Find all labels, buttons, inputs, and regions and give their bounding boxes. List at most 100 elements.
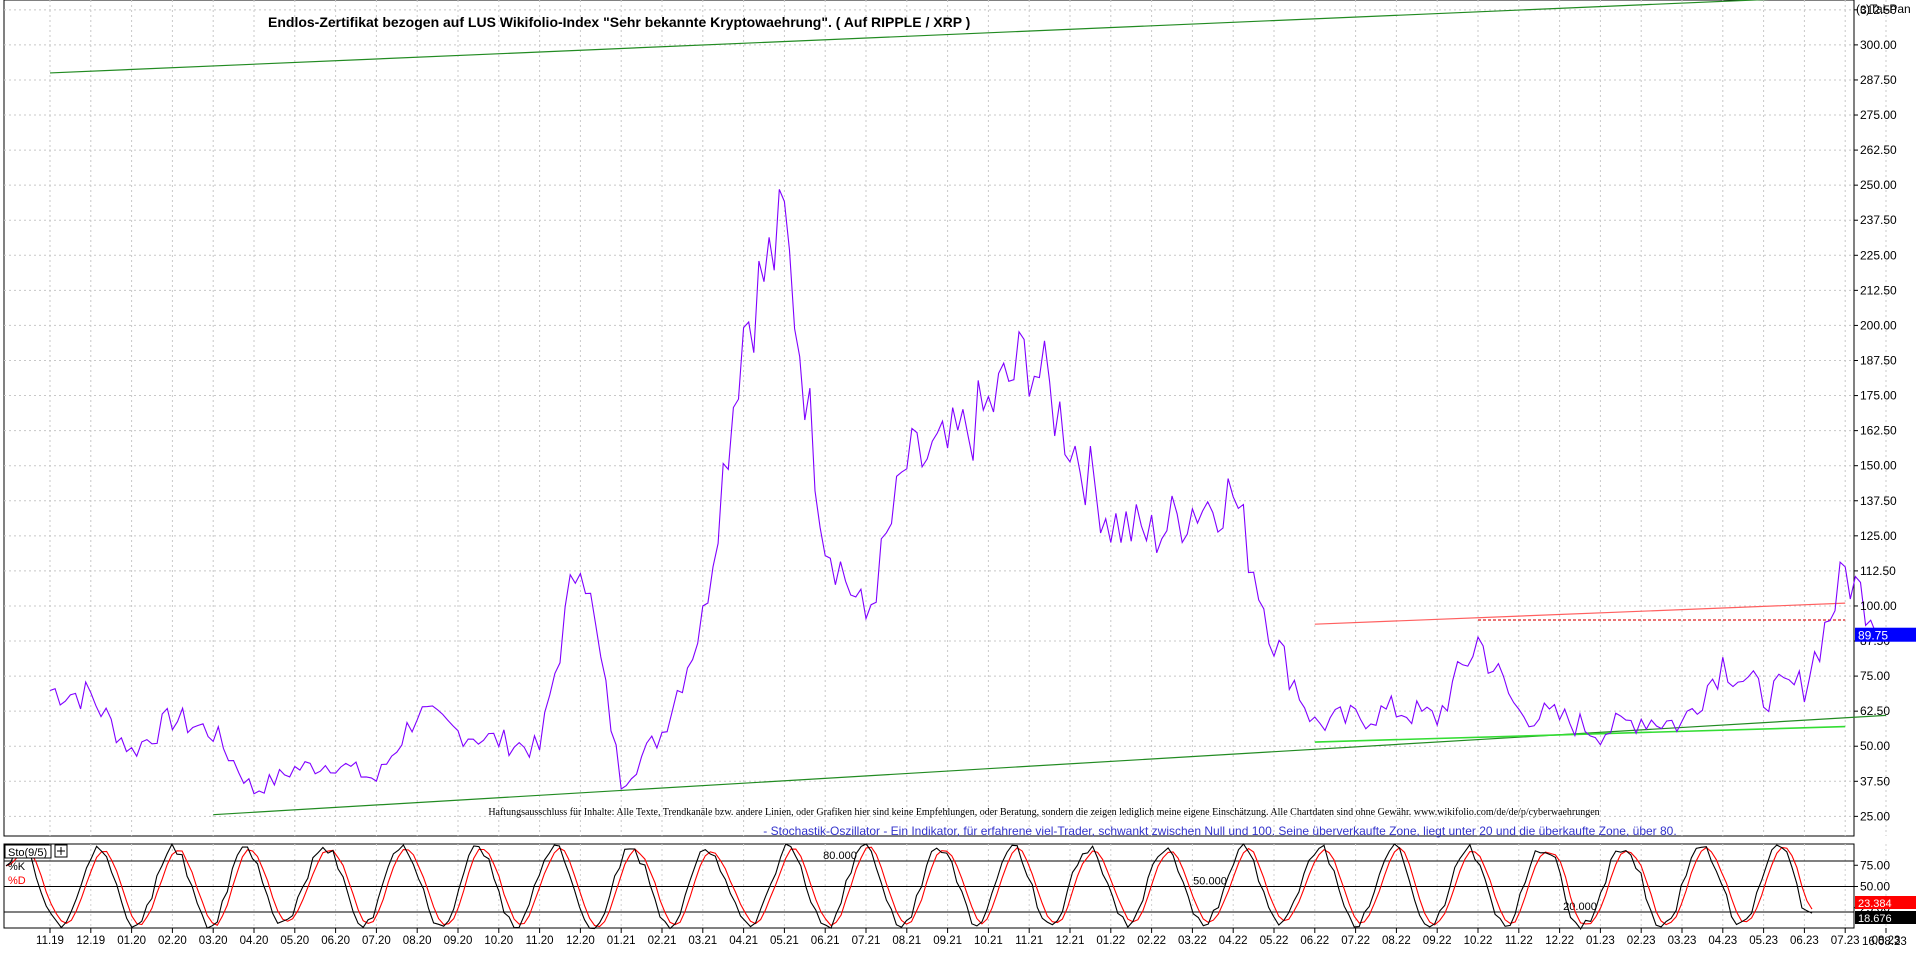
y-tick-label: 187.50 — [1860, 353, 1897, 367]
y-tick-label: 175.00 — [1860, 389, 1897, 403]
y-tick-label: 262.50 — [1860, 143, 1897, 157]
x-tick-label: 07.20 — [362, 935, 391, 947]
y-tick-label: 200.00 — [1860, 318, 1897, 332]
y-tick-label: 162.50 — [1860, 424, 1897, 438]
y-tick-label: 250.00 — [1860, 178, 1897, 192]
x-tick-label: 04.21 — [729, 935, 758, 947]
y-tick-label: 275.00 — [1860, 108, 1897, 122]
price-line — [49, 189, 1899, 795]
stoch-y-tick-label: 50.00 — [1860, 880, 1890, 894]
trendline-resistance — [1314, 602, 1846, 625]
d-last-badge: 23.384 — [1855, 896, 1916, 910]
x-tick-label: 11.19 — [36, 935, 64, 947]
last-value-label: 89.75 — [1858, 629, 1888, 643]
y-tick-label: 312.50 — [1860, 3, 1897, 17]
x-tick-label: 06.22 — [1300, 935, 1329, 947]
trendline-upper-channel — [49, 0, 1769, 74]
x-tick-label: 12.21 — [1056, 935, 1085, 947]
stoch-y-tick-label: 75.00 — [1860, 858, 1890, 872]
k-last-label: 18.676 — [1858, 913, 1892, 925]
trendline-support-short — [1314, 725, 1846, 743]
x-tick-label: 12.20 — [566, 935, 595, 947]
y-tick-label: 287.50 — [1860, 73, 1897, 87]
x-tick-label: 01.21 — [607, 935, 636, 947]
legend-d: %D — [8, 875, 26, 887]
x-tick-label: 11.21 — [1015, 935, 1043, 947]
stoch-k-line — [5, 842, 1813, 930]
x-tick-label: 05.21 — [770, 935, 799, 947]
price-panel: 312.50 300.00 287.50 275.00 262.50 250.00 237.… — [3, 0, 1916, 838]
x-tick-label: 02.22 — [1137, 935, 1166, 947]
x-tick-label: 06.21 — [811, 935, 840, 947]
disclaimer-text: Haftungsausschluss für Inhalte: Alle Tex… — [488, 807, 1599, 818]
trendline-lower-channel — [213, 714, 1887, 816]
stochastic-description: - Stochastik-Oszillator - Ein Indikator,… — [763, 824, 1676, 838]
x-tick-label: 04.23 — [1708, 935, 1737, 947]
date-label: 16.08.23 — [1862, 936, 1907, 948]
price-panel-frame — [3, 0, 1855, 837]
stoch-level-label: 20.000 — [1563, 901, 1597, 913]
x-tick-label: 08.21 — [892, 935, 921, 947]
y-tick-label: 37.50 — [1860, 774, 1890, 788]
x-tick-label: 03.22 — [1178, 935, 1207, 947]
d-last-label: 23.384 — [1858, 898, 1892, 910]
y-tick-label: 237.50 — [1860, 213, 1897, 227]
x-tick-label: 02.20 — [158, 935, 187, 947]
y-tick-label: 150.00 — [1860, 459, 1897, 473]
x-tick-label: 01.22 — [1096, 935, 1125, 947]
copyright-label: (c)Tai-Pan — [1856, 2, 1911, 16]
trendlines — [49, 0, 1887, 816]
x-tick-label: 02.21 — [648, 935, 677, 947]
x-tick-label: 07.23 — [1831, 935, 1860, 947]
stochastic-grid: 80.000 50.000 20.000 — [4, 844, 1887, 928]
indicator-label-box[interactable]: Sto(9/5) — [4, 844, 52, 859]
x-tick-label: 06.23 — [1790, 935, 1819, 947]
stochastic-series — [5, 842, 1813, 930]
k-last-badge: 18.676 — [1855, 911, 1916, 925]
x-tick-label: 05.22 — [1260, 935, 1289, 947]
y-tick-label: 300.00 — [1860, 38, 1897, 52]
indicator-label: Sto(9/5) — [8, 847, 47, 859]
y-tick-label: 50.00 — [1860, 739, 1890, 753]
price-grid — [4, 0, 1887, 836]
x-tick-label: 02.23 — [1627, 935, 1656, 947]
x-tick-label: 08.22 — [1382, 935, 1411, 947]
x-tick-label: 01.20 — [117, 935, 146, 947]
y-tick-label: 25.00 — [1860, 809, 1890, 823]
x-tick-label: 08.20 — [403, 935, 432, 947]
y-tick-label: 225.00 — [1860, 248, 1897, 262]
x-tick-label: 09.21 — [933, 935, 962, 947]
x-tick-label: 12.19 — [76, 935, 105, 947]
stoch-level-label: 80.000 — [823, 850, 857, 862]
x-tick-label: 03.21 — [688, 935, 717, 947]
x-tick-label: 10.20 — [484, 935, 513, 947]
y-tick-label: 112.50 — [1860, 564, 1896, 578]
y-tick-label: 100.00 — [1860, 599, 1897, 613]
x-tick-label: 07.22 — [1341, 935, 1370, 947]
legend-k: %K — [8, 861, 26, 873]
price-series — [49, 189, 1899, 795]
last-value-badge: 89.75 — [1855, 627, 1916, 643]
x-tick-label: 09.20 — [444, 935, 473, 947]
x-tick-label: 05.20 — [280, 935, 309, 947]
x-tick-label: 05.23 — [1749, 935, 1778, 947]
x-tick-label: 09.22 — [1423, 935, 1452, 947]
time-x-axis: 11.19 12.19 01.20 02.20 03.20 04.20 05.20 06.20… — [36, 928, 1900, 947]
y-tick-label: 137.50 — [1860, 494, 1897, 508]
x-tick-label: 08.23 — [1872, 935, 1901, 947]
x-tick-label: 12.22 — [1545, 935, 1574, 947]
x-tick-label: 04.20 — [240, 935, 269, 947]
x-tick-label: 10.22 — [1464, 935, 1493, 947]
x-tick-label: 11.20 — [526, 935, 554, 947]
x-tick-label: 01.23 — [1586, 935, 1615, 947]
chart-title: Endlos-Zertifikat bezogen auf LUS Wikifo… — [268, 14, 970, 30]
x-tick-label: 06.20 — [321, 935, 350, 947]
indicator-settings-icon[interactable] — [54, 844, 68, 858]
y-tick-label: 125.00 — [1860, 529, 1897, 543]
x-tick-label: 04.22 — [1219, 935, 1248, 947]
x-tick-label: 11.22 — [1505, 935, 1533, 947]
stoch-level-label: 50.000 — [1193, 876, 1227, 888]
